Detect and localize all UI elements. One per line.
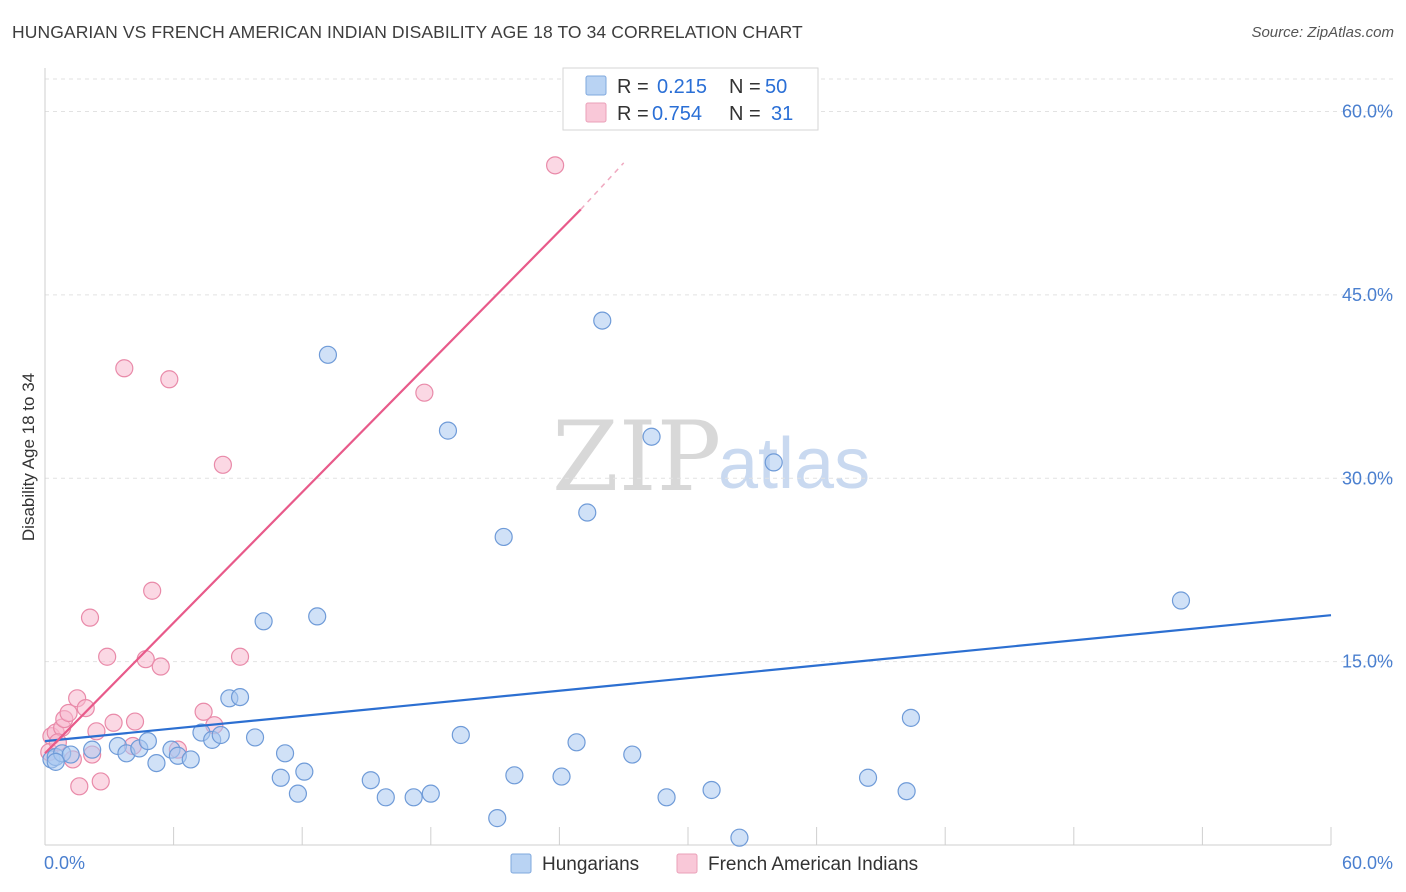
- legend-r-value-2: 0.754: [652, 103, 702, 125]
- data-point: [578, 503, 597, 522]
- data-point: [91, 772, 110, 791]
- data-point: [505, 766, 524, 785]
- data-point: [254, 612, 273, 631]
- data-point: [143, 581, 162, 600]
- bottom-legend-label-hungarians: Hungarians: [542, 854, 639, 875]
- data-point: [415, 383, 434, 402]
- bottom-legend-swatch-hungarians: [510, 853, 532, 874]
- y-tick-labels: 15.0% 30.0% 45.0% 60.0%: [1342, 102, 1393, 672]
- x-tick-label-max: 60.0%: [1342, 853, 1393, 873]
- legend-n-label-1: N =: [729, 76, 761, 98]
- data-point: [404, 788, 423, 807]
- x-ticks: [44, 827, 1332, 845]
- data-point: [318, 345, 338, 364]
- data-point: [213, 455, 232, 474]
- data-point: [70, 777, 89, 796]
- data-point: [730, 828, 749, 847]
- trend-line-hungarians: [44, 614, 1332, 743]
- y-tick-label: 60.0%: [1342, 102, 1393, 122]
- series-hungarians: [42, 311, 1191, 847]
- trend-lines: [44, 162, 1332, 755]
- data-point: [593, 311, 612, 330]
- data-point: [46, 752, 65, 771]
- bottom-legend-label-french-american-indians: French American Indians: [708, 854, 918, 875]
- data-point: [438, 421, 458, 440]
- watermark-atlas: atlas: [718, 424, 870, 504]
- data-point: [657, 788, 676, 807]
- data-point: [361, 771, 380, 790]
- data-point: [488, 809, 507, 828]
- data-point: [211, 725, 230, 745]
- data-point: [642, 427, 661, 446]
- correlation-legend: R = 0.215 N = 50 R = 0.754 N = 31: [562, 67, 819, 131]
- series-legend: Hungarians French American Indians: [510, 853, 918, 875]
- data-point: [295, 762, 314, 781]
- watermark-zip: ZIP: [552, 401, 721, 513]
- legend-n-label-2: N =: [729, 103, 761, 125]
- data-point: [546, 156, 565, 175]
- data-point: [194, 702, 213, 721]
- x-tick-label-min: 0.0%: [44, 853, 85, 873]
- data-point: [104, 713, 123, 732]
- trend-line-french-american-indians: [44, 208, 582, 755]
- data-point: [59, 703, 78, 723]
- gridlines: [45, 78, 1393, 663]
- y-axis-label: Disability Age 18 to 34: [19, 373, 38, 541]
- data-point: [181, 750, 200, 769]
- trend-line-extension: [580, 162, 625, 210]
- data-point: [245, 728, 265, 747]
- legend-r-value-1: 0.215: [657, 76, 707, 98]
- data-point: [623, 745, 642, 764]
- data-point: [230, 647, 250, 666]
- data-point: [494, 527, 513, 547]
- data-point: [83, 740, 102, 759]
- legend-swatch-hungarians: [585, 75, 607, 96]
- data-point: [138, 731, 157, 751]
- data-point: [552, 767, 571, 786]
- data-point: [376, 788, 395, 807]
- series-french-american-indians: [40, 156, 565, 796]
- y-tick-label: 45.0%: [1342, 285, 1393, 305]
- data-point: [61, 745, 80, 764]
- data-point: [764, 453, 783, 472]
- data-point: [230, 687, 250, 707]
- data-point: [702, 780, 721, 800]
- source-label: Source: ZipAtlas.com: [1251, 24, 1394, 41]
- data-point: [897, 782, 916, 801]
- data-point: [1171, 591, 1191, 610]
- data-point: [271, 768, 290, 787]
- legend-swatch-french-american-indians: [585, 102, 607, 123]
- data-point: [147, 753, 166, 773]
- legend-n-value-2: 31: [771, 103, 793, 125]
- data-point: [901, 708, 921, 727]
- legend-r-label-1: R =: [617, 76, 649, 98]
- data-point: [136, 650, 155, 669]
- data-point: [151, 657, 170, 676]
- data-point: [125, 712, 145, 731]
- data-point: [76, 698, 95, 718]
- data-point: [451, 725, 470, 745]
- legend-n-value-1: 50: [765, 76, 787, 98]
- data-point: [98, 647, 117, 666]
- data-point: [567, 733, 586, 752]
- data-point: [421, 784, 440, 803]
- data-point: [160, 370, 179, 389]
- legend-r-label-2: R =: [617, 103, 649, 125]
- data-point: [858, 768, 878, 787]
- bottom-legend-swatch-french-american-indians: [676, 853, 698, 874]
- data-point: [308, 607, 327, 626]
- y-tick-label: 30.0%: [1342, 468, 1393, 488]
- y-tick-label: 15.0%: [1342, 652, 1393, 672]
- data-point: [275, 744, 295, 763]
- data-point: [115, 359, 134, 378]
- data-point: [288, 784, 308, 803]
- chart-title: HUNGARIAN VS FRENCH AMERICAN INDIAN DISA…: [12, 22, 803, 42]
- data-point: [80, 608, 100, 627]
